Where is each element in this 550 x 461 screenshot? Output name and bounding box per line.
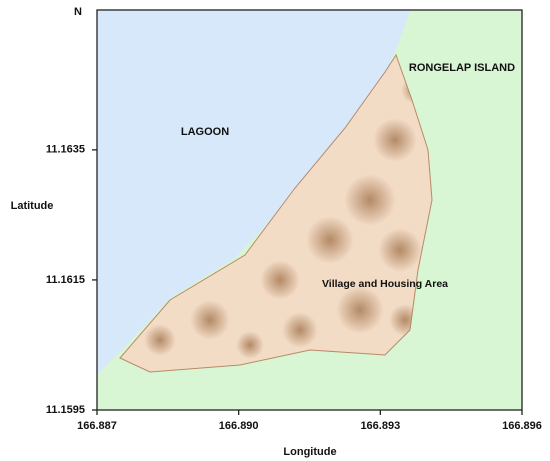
north-label: N (74, 6, 82, 18)
x-axis-label: Longitude (283, 446, 336, 458)
x-tick-label: 166.896 (502, 420, 542, 432)
y-axis-label: Latitude (11, 200, 54, 212)
y-tick-label: 11.1595 (46, 404, 85, 416)
x-tick-label: 166.887 (77, 420, 117, 432)
map-figure: N LAGOON RONGELAP ISLAND Village and Hou… (0, 0, 550, 461)
village-label: Village and Housing Area (322, 278, 448, 290)
x-tick-label: 166.893 (360, 420, 400, 432)
y-tick-label: 11.1615 (46, 274, 85, 286)
y-tick-label: 11.1635 (46, 144, 85, 156)
island-label: RONGELAP ISLAND (409, 62, 515, 74)
lagoon-label: LAGOON (181, 126, 229, 138)
x-tick-label: 166.890 (219, 420, 259, 432)
